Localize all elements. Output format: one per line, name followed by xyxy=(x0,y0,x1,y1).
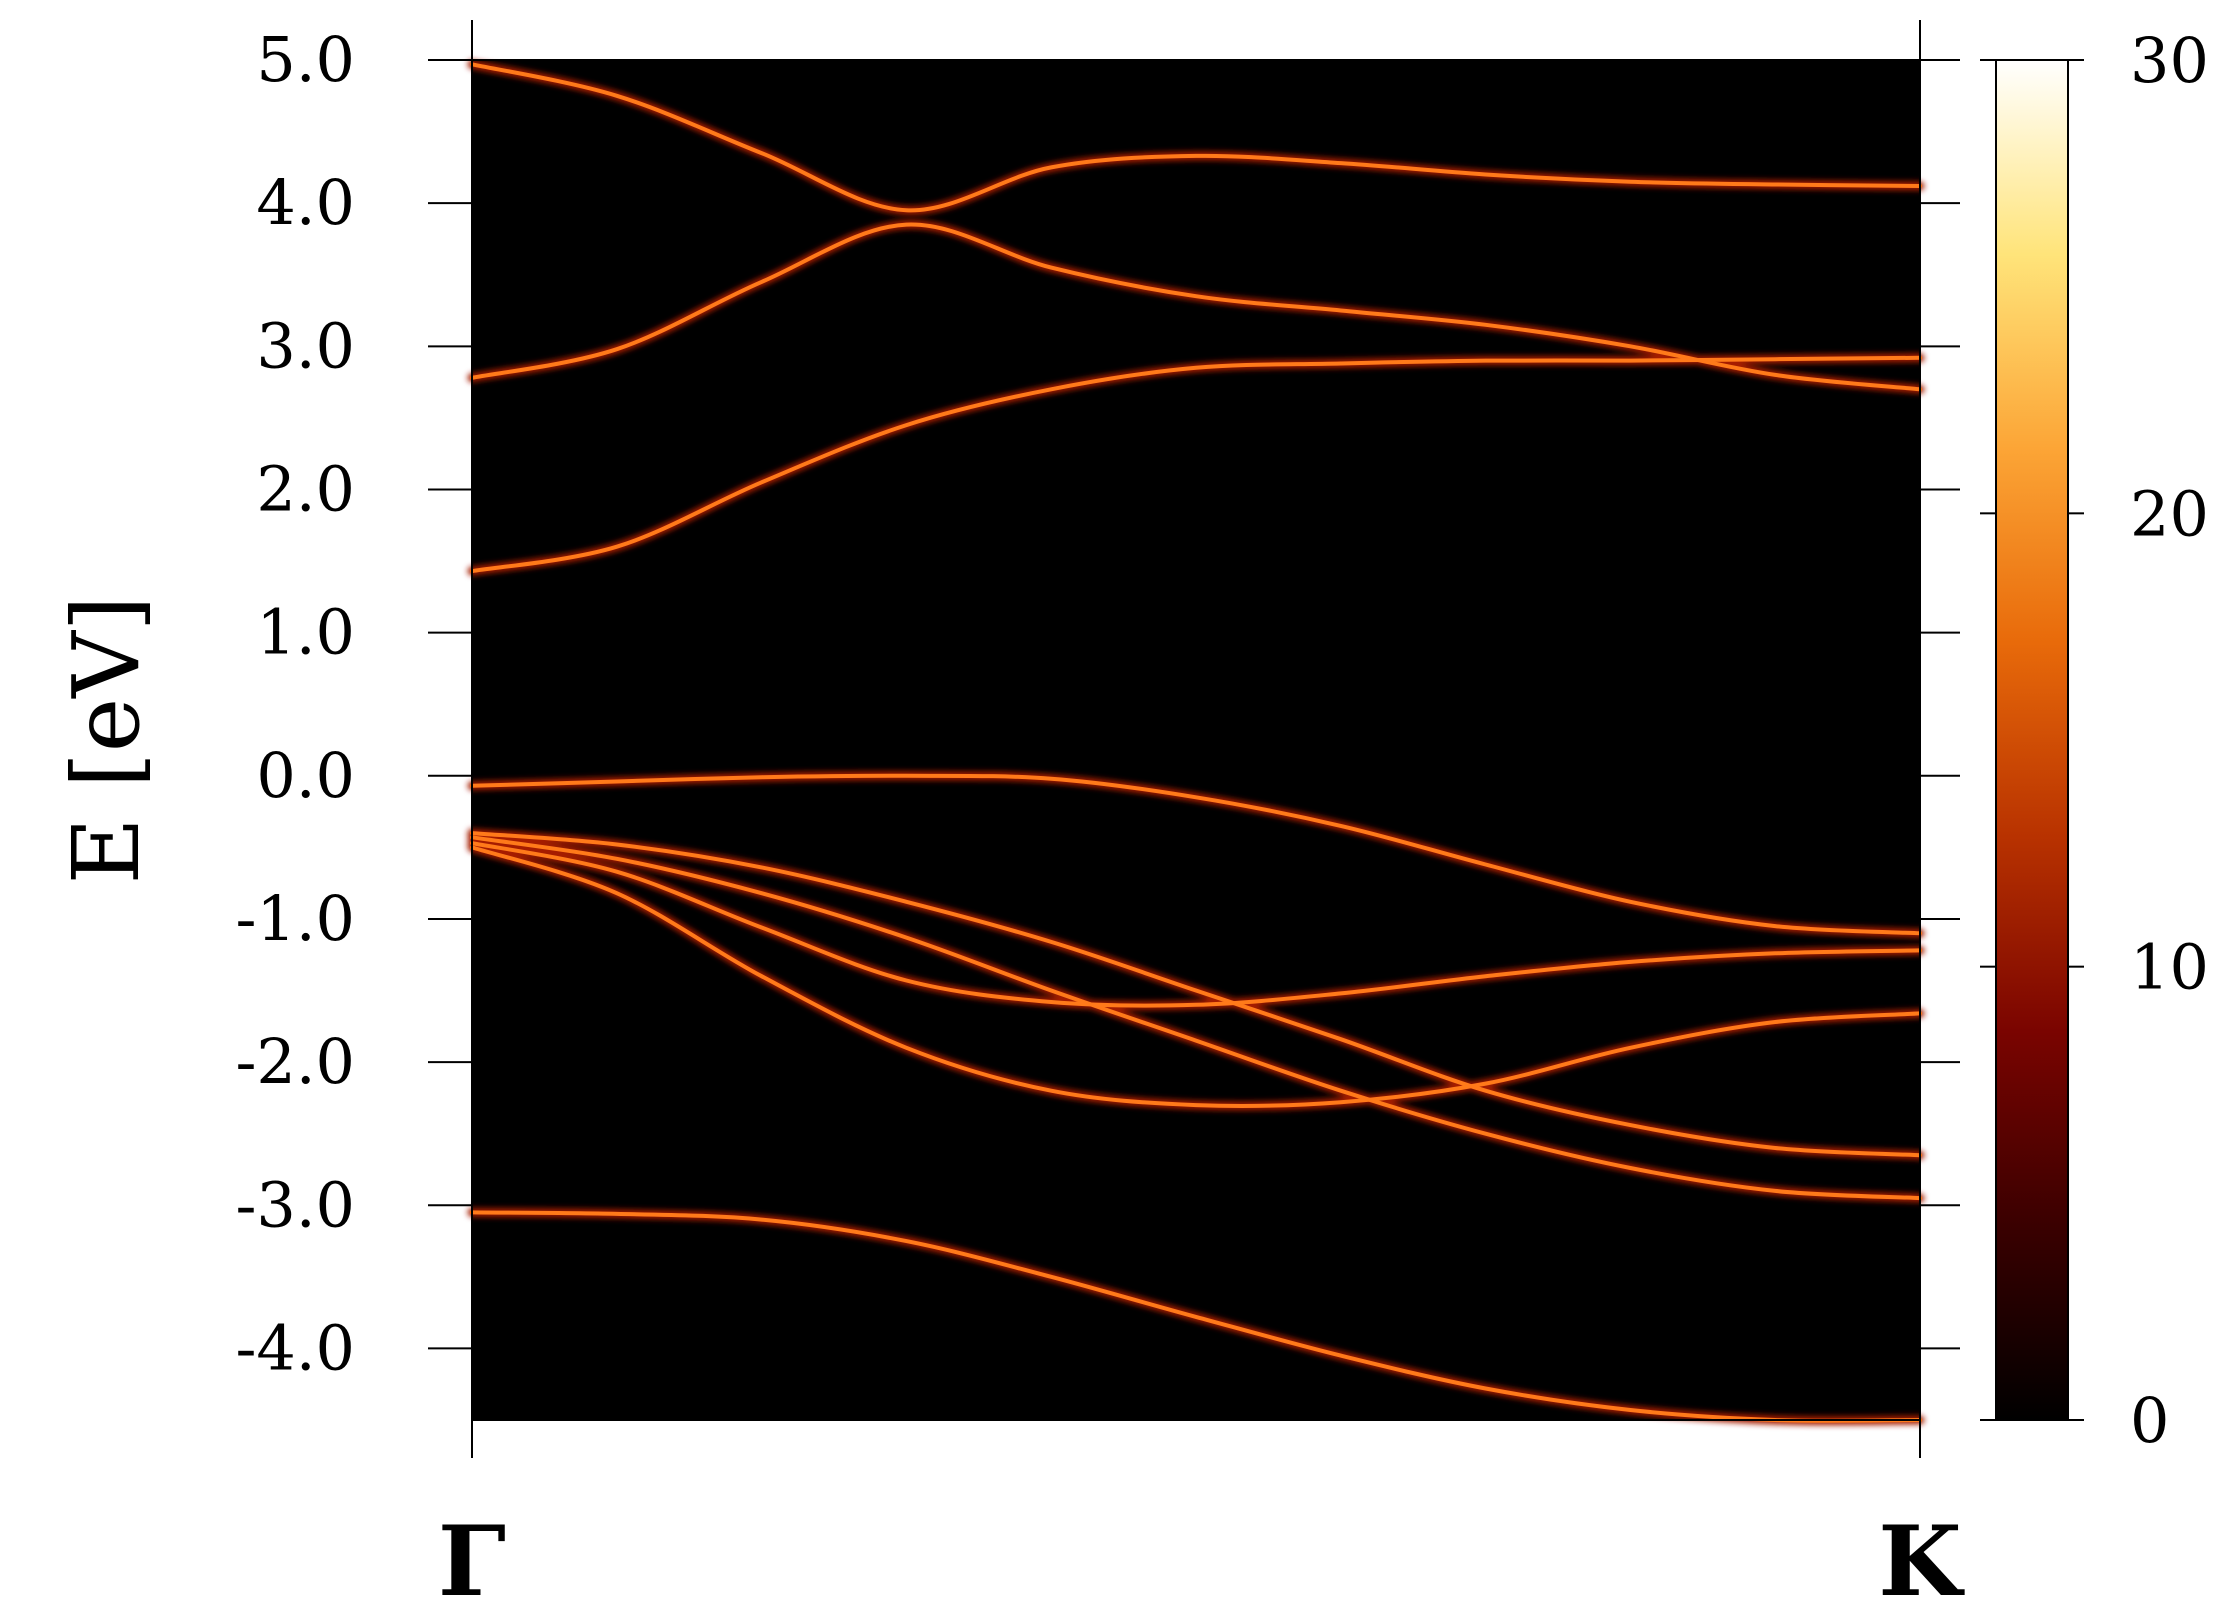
colorbar-tick-label: 30 xyxy=(2130,24,2209,97)
colorbar xyxy=(1995,59,2069,1421)
y-tick-label: 1.0 xyxy=(256,596,355,669)
y-tick-label: -3.0 xyxy=(235,1168,355,1241)
y-axis-ticks: 5.0 4.0 3.0 2.0 1.0 0.0 -1.0 -2.0 -3.0 -4.0 xyxy=(235,23,1960,1384)
band-7 xyxy=(470,841,1922,1008)
plot-frame xyxy=(471,59,1921,1421)
band-3 xyxy=(470,355,1922,574)
band-6 xyxy=(470,835,1922,1201)
y-tick-label: 3.0 xyxy=(256,309,355,382)
y-tick-label: 4.0 xyxy=(256,166,355,239)
colorbar-ticks: 0 10 20 30 xyxy=(1980,24,2209,1457)
band-2 xyxy=(470,222,1922,392)
plot-background xyxy=(472,60,1920,1420)
colorbar-tick-label: 20 xyxy=(2130,477,2209,550)
y-axis-title: E [eV] xyxy=(53,595,160,884)
y-tick-label: -1.0 xyxy=(235,882,355,955)
colorbar-tick-label: 10 xyxy=(2130,931,2209,1004)
y-tick-label: 2.0 xyxy=(256,452,355,525)
x-tick-label: Γ xyxy=(438,1505,506,1618)
y-tick-label: 0.0 xyxy=(256,739,355,812)
y-tick-label: 5.0 xyxy=(256,23,355,96)
band-8 xyxy=(470,845,1922,1108)
y-tick-label: -4.0 xyxy=(235,1311,355,1384)
band-4 xyxy=(470,773,1922,936)
band-1 xyxy=(470,62,1922,213)
colorbar-tick-label: 0 xyxy=(2130,1384,2169,1457)
x-tick-label: K xyxy=(1878,1505,1965,1618)
band-9 xyxy=(470,1210,1922,1423)
band-5 xyxy=(470,831,1922,1158)
band-lines-layer xyxy=(470,62,1922,1423)
y-tick-label: -2.0 xyxy=(235,1025,355,1098)
